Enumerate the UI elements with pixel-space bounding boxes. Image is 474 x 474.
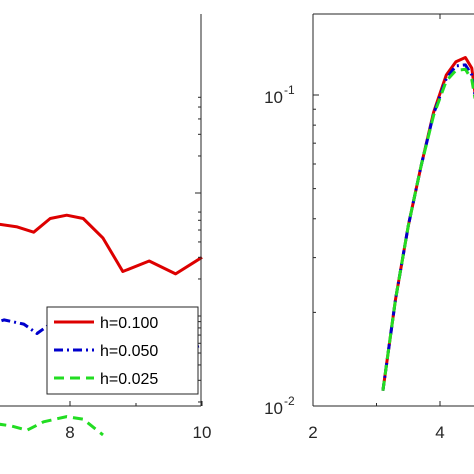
legend-label-1: h=0.050 [100, 343, 158, 360]
right-y-tick-label-0: 10 [264, 88, 283, 107]
right-axes: 2 410-110-2 [264, 13, 474, 442]
right-y-tick-label-1: 10 [264, 399, 283, 418]
right-series-lines [381, 56, 474, 391]
right-series-line-2 [381, 67, 474, 391]
left-x-tick-label-0: 8 [65, 423, 74, 442]
legend-label-2: h=0.025 [100, 371, 158, 388]
legend: h=0.100 h=0.050 h=0.025 [46, 306, 199, 395]
right-x-tick-label-0: 2 [308, 423, 317, 442]
left-x-tick-label-1: 10 [193, 423, 212, 442]
right-series-line-1 [381, 63, 474, 391]
left-chart-panel: 8 10 h=0.100 h=0.050 h=0.025 [0, 14, 211, 442]
right-chart-panel: 2 410-110-2 [264, 13, 474, 442]
right-y-tick-exponent-1: -2 [284, 394, 295, 408]
left-series-line-0 [0, 213, 203, 276]
right-y-tick-exponent-0: -1 [284, 83, 295, 97]
left-axes: 8 10 [0, 14, 211, 442]
legend-label-0: h=0.100 [100, 315, 158, 332]
right-x-tick-label-1: 4 [435, 423, 444, 442]
left-series-line-2 [0, 415, 104, 437]
